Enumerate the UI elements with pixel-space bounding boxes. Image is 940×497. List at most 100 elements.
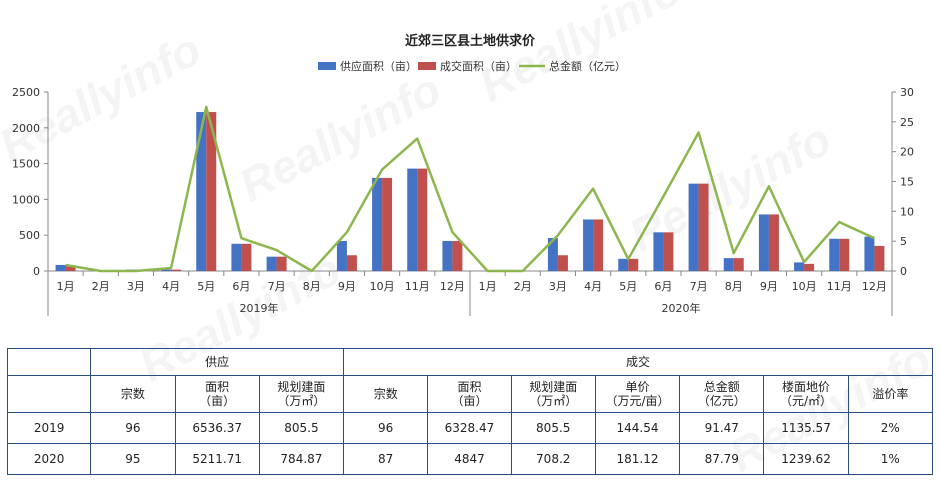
table-cell: 87.79 — [679, 443, 765, 475]
x-tick-label: 8月 — [303, 280, 321, 293]
bar — [417, 168, 428, 271]
bar — [758, 214, 769, 271]
column-header-label: 规划建面 — [529, 380, 578, 394]
column-header: 宗数 — [90, 375, 176, 413]
y-tick-label-right: 0 — [900, 265, 907, 278]
table-cell: 91.47 — [679, 412, 765, 444]
table-cell: 181.12 — [594, 443, 681, 475]
table-cell: 805.5 — [510, 412, 596, 444]
bar — [276, 256, 287, 271]
column-header-unit: （元/㎡） — [780, 394, 833, 408]
chart-title: 近郊三区县土地供求价 — [405, 33, 536, 49]
legend-label: 成交面积（亩） — [440, 59, 517, 73]
x-tick-label: 6月 — [654, 280, 672, 293]
chart-legend: 供应面积（亩） 成交面积（亩） 总金额（亿元） — [318, 59, 626, 73]
group-label: 2020年 — [662, 301, 701, 315]
x-tick-label: 1月 — [57, 280, 75, 293]
x-tick-label: 11月 — [827, 280, 852, 293]
column-header-unit: （亿元） — [697, 394, 746, 408]
y-tick-label-right: 5 — [900, 235, 907, 248]
group-label: 2019年 — [240, 301, 279, 315]
bar — [698, 183, 709, 271]
y-tick-label-right: 25 — [900, 116, 914, 129]
supply-group-header: 供应 — [90, 348, 345, 376]
column-header: 楼面地价 （元/㎡） — [763, 375, 849, 413]
year-cell: 2019 — [6, 412, 92, 444]
column-header: 单价 （万元/亩） — [594, 375, 681, 413]
x-tick-label: 4月 — [584, 280, 602, 293]
x-tick-label: 4月 — [162, 280, 180, 293]
x-tick-label: 9月 — [338, 280, 356, 293]
bar — [241, 243, 252, 271]
legend-swatch — [418, 62, 436, 70]
bar — [65, 265, 76, 271]
bar — [663, 232, 674, 271]
x-tick-label: 3月 — [549, 280, 567, 293]
x-tick-label: 1月 — [479, 280, 497, 293]
x-tick-label: 2月 — [92, 280, 110, 293]
y-tick-label-left: 2500 — [12, 86, 40, 99]
bar — [688, 183, 699, 271]
table-cell: 6328.47 — [427, 412, 512, 444]
bar — [452, 240, 463, 271]
table-cell: 2% — [847, 412, 934, 444]
y-tick-label-right: 30 — [900, 86, 914, 99]
table-cell: 6536.37 — [174, 412, 260, 444]
table-cell: 5211.71 — [174, 443, 260, 475]
column-header-unit: （亩） — [199, 394, 236, 408]
bar — [628, 258, 639, 271]
column-header-unit: （万元/亩） — [605, 394, 670, 408]
bar — [206, 112, 217, 271]
x-tick-label: 5月 — [197, 280, 215, 293]
bar — [618, 258, 629, 271]
column-header-unit: （亩） — [451, 394, 488, 408]
column-header-label: 总金额 — [703, 380, 740, 394]
column-header: 溢价率 — [847, 375, 934, 413]
corner-cell — [6, 348, 92, 376]
column-header-label: 宗数 — [373, 387, 398, 401]
x-tick-label: 10月 — [792, 280, 817, 293]
bar — [768, 214, 779, 271]
legend-label: 供应面积（亩） — [340, 59, 417, 73]
land-stats-table: 供应 成交 宗数 面积 （亩） 规划建面 （万㎡） 宗数 面积 （亩） 规划建面 （万㎡） 单价 （万… — [6, 348, 934, 475]
bar — [583, 219, 594, 271]
column-header-unit: （万㎡） — [529, 394, 578, 408]
bar — [874, 245, 885, 271]
table-cell: 95 — [90, 443, 176, 475]
x-tick-label: 12月 — [440, 280, 465, 293]
column-header: 宗数 — [343, 375, 429, 413]
column-header: 规划建面 （万㎡） — [510, 375, 596, 413]
bar — [794, 262, 805, 271]
x-tick-label: 12月 — [862, 280, 887, 293]
series-line — [65, 105, 875, 273]
column-header-label: 溢价率 — [872, 387, 909, 401]
x-tick-label: 11月 — [405, 280, 430, 293]
bar — [839, 238, 850, 271]
column-header-label: 宗数 — [120, 387, 145, 401]
column-header-label: 面积 — [205, 380, 230, 394]
column-header: 总金额 （亿元） — [679, 375, 765, 413]
y-tick-label-right: 10 — [900, 205, 914, 218]
bar — [161, 269, 172, 271]
column-header-unit: （万㎡） — [277, 394, 326, 408]
bar — [407, 168, 418, 271]
deal-group-header: 成交 — [343, 348, 933, 376]
bar — [55, 264, 66, 271]
y-tick-label-left: 2000 — [12, 122, 40, 135]
y-tick-label-right: 20 — [900, 146, 914, 159]
bar — [372, 177, 383, 271]
bar — [231, 243, 242, 271]
land-supply-chart: 近郊三区县土地供求价 供应面积（亩） 成交面积（亩） 总金额（亿元） 0500100… — [12, 33, 914, 316]
table-cell: 4847 — [427, 443, 512, 475]
bar — [723, 258, 734, 271]
bar — [804, 263, 815, 271]
table-cell: 1239.62 — [763, 443, 849, 475]
table-cell: 96 — [90, 412, 176, 444]
x-tick-label: 3月 — [127, 280, 145, 293]
table-cell: 96 — [343, 412, 429, 444]
column-header: 规划建面 （万㎡） — [258, 375, 345, 413]
x-tick-label: 6月 — [232, 280, 250, 293]
x-tick-label: 8月 — [725, 280, 743, 293]
y-tick-label-left: 1000 — [12, 193, 40, 206]
year-cell: 2020 — [6, 443, 92, 475]
